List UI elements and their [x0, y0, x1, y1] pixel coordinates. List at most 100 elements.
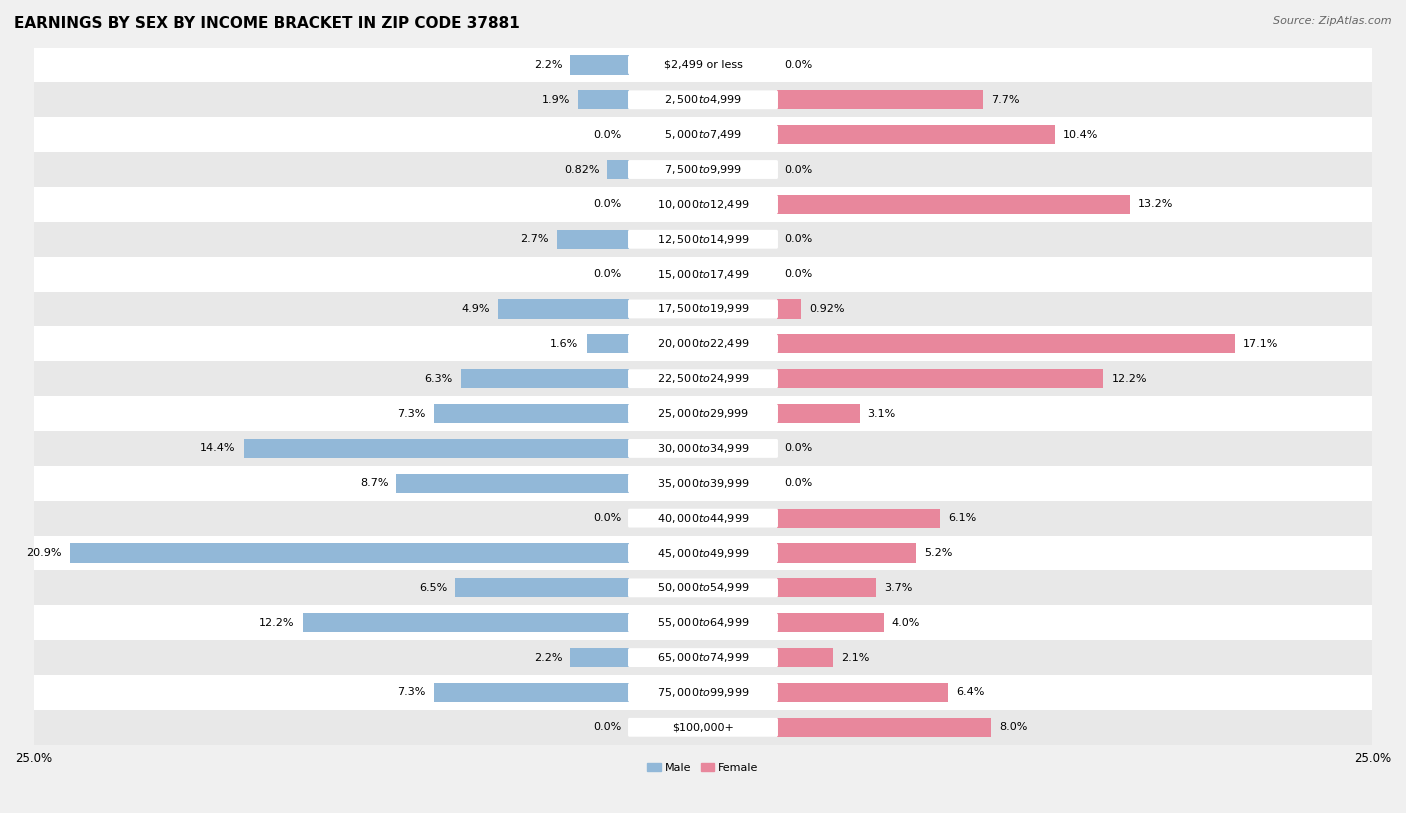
- Text: EARNINGS BY SEX BY INCOME BRACKET IN ZIP CODE 37881: EARNINGS BY SEX BY INCOME BRACKET IN ZIP…: [14, 16, 520, 31]
- Text: 4.9%: 4.9%: [461, 304, 491, 314]
- FancyBboxPatch shape: [628, 439, 778, 458]
- Bar: [34, 152, 1372, 187]
- Text: $35,000 to $39,999: $35,000 to $39,999: [657, 476, 749, 489]
- Text: 8.0%: 8.0%: [998, 722, 1028, 733]
- Bar: [776, 509, 941, 528]
- Text: 0.92%: 0.92%: [810, 304, 845, 314]
- Bar: [607, 160, 630, 179]
- Text: 2.2%: 2.2%: [534, 60, 562, 70]
- FancyBboxPatch shape: [628, 265, 778, 284]
- FancyBboxPatch shape: [628, 648, 778, 667]
- Text: $15,000 to $17,499: $15,000 to $17,499: [657, 267, 749, 280]
- FancyBboxPatch shape: [628, 299, 778, 319]
- Bar: [34, 501, 1372, 536]
- Bar: [34, 571, 1372, 606]
- Text: 7.7%: 7.7%: [991, 95, 1019, 105]
- Text: 0.0%: 0.0%: [593, 199, 621, 210]
- Bar: [776, 578, 876, 598]
- Bar: [586, 334, 630, 354]
- Bar: [34, 710, 1372, 745]
- Bar: [776, 334, 1234, 354]
- Text: $65,000 to $74,999: $65,000 to $74,999: [657, 651, 749, 664]
- Text: $10,000 to $12,499: $10,000 to $12,499: [657, 198, 749, 211]
- Text: 20.9%: 20.9%: [27, 548, 62, 558]
- Bar: [34, 292, 1372, 326]
- Bar: [776, 718, 991, 737]
- Text: $50,000 to $54,999: $50,000 to $54,999: [657, 581, 749, 594]
- Bar: [70, 543, 630, 563]
- Text: $45,000 to $49,999: $45,000 to $49,999: [657, 546, 749, 559]
- Text: 0.0%: 0.0%: [785, 269, 813, 279]
- FancyBboxPatch shape: [628, 55, 778, 74]
- Text: 5.2%: 5.2%: [924, 548, 952, 558]
- Text: 6.1%: 6.1%: [948, 513, 976, 523]
- Text: 10.4%: 10.4%: [1063, 129, 1098, 140]
- Bar: [34, 47, 1372, 82]
- FancyBboxPatch shape: [628, 509, 778, 528]
- Bar: [776, 613, 884, 633]
- Text: 17.1%: 17.1%: [1243, 339, 1278, 349]
- Text: 1.9%: 1.9%: [543, 95, 571, 105]
- Text: 2.7%: 2.7%: [520, 234, 548, 244]
- Text: 0.0%: 0.0%: [785, 234, 813, 244]
- Legend: Male, Female: Male, Female: [643, 759, 763, 777]
- Text: 12.2%: 12.2%: [259, 618, 295, 628]
- Text: 1.6%: 1.6%: [550, 339, 578, 349]
- Bar: [34, 222, 1372, 257]
- FancyBboxPatch shape: [628, 334, 778, 354]
- Text: $7,500 to $9,999: $7,500 to $9,999: [664, 163, 742, 176]
- Text: 7.3%: 7.3%: [398, 688, 426, 698]
- Text: $40,000 to $44,999: $40,000 to $44,999: [657, 511, 749, 524]
- FancyBboxPatch shape: [628, 683, 778, 702]
- Text: $30,000 to $34,999: $30,000 to $34,999: [657, 442, 749, 455]
- Text: $20,000 to $22,499: $20,000 to $22,499: [657, 337, 749, 350]
- Bar: [776, 369, 1104, 389]
- Text: 0.0%: 0.0%: [785, 164, 813, 175]
- Text: 0.0%: 0.0%: [593, 513, 621, 523]
- Bar: [434, 683, 630, 702]
- FancyBboxPatch shape: [628, 195, 778, 214]
- Text: 6.5%: 6.5%: [419, 583, 447, 593]
- Text: $55,000 to $64,999: $55,000 to $64,999: [657, 616, 749, 629]
- Bar: [571, 55, 630, 75]
- Bar: [34, 117, 1372, 152]
- FancyBboxPatch shape: [628, 578, 778, 598]
- FancyBboxPatch shape: [628, 230, 778, 249]
- Text: 2.2%: 2.2%: [534, 653, 562, 663]
- Text: $5,000 to $7,499: $5,000 to $7,499: [664, 128, 742, 141]
- Text: 7.3%: 7.3%: [398, 409, 426, 419]
- Text: $2,499 or less: $2,499 or less: [664, 60, 742, 70]
- Bar: [34, 326, 1372, 361]
- Bar: [34, 431, 1372, 466]
- Bar: [571, 648, 630, 667]
- Bar: [456, 578, 630, 598]
- Bar: [243, 439, 630, 458]
- Text: $75,000 to $99,999: $75,000 to $99,999: [657, 686, 749, 699]
- Bar: [34, 82, 1372, 117]
- Text: $2,500 to $4,999: $2,500 to $4,999: [664, 93, 742, 107]
- Text: 0.0%: 0.0%: [785, 60, 813, 70]
- Bar: [34, 396, 1372, 431]
- Bar: [34, 466, 1372, 501]
- FancyBboxPatch shape: [628, 125, 778, 144]
- Text: 3.7%: 3.7%: [884, 583, 912, 593]
- Bar: [34, 187, 1372, 222]
- Bar: [302, 613, 630, 633]
- Bar: [557, 229, 630, 249]
- Text: 0.0%: 0.0%: [593, 722, 621, 733]
- Text: 0.0%: 0.0%: [785, 478, 813, 489]
- Text: 0.0%: 0.0%: [593, 269, 621, 279]
- Bar: [461, 369, 630, 389]
- Text: $17,500 to $19,999: $17,500 to $19,999: [657, 302, 749, 315]
- Bar: [776, 683, 948, 702]
- Bar: [34, 536, 1372, 571]
- Bar: [776, 90, 983, 110]
- Text: 12.2%: 12.2%: [1111, 374, 1147, 384]
- Bar: [396, 474, 630, 493]
- FancyBboxPatch shape: [628, 160, 778, 179]
- Text: $12,500 to $14,999: $12,500 to $14,999: [657, 233, 749, 246]
- FancyBboxPatch shape: [628, 544, 778, 563]
- Bar: [776, 543, 915, 563]
- Text: 3.1%: 3.1%: [868, 409, 896, 419]
- Text: 6.3%: 6.3%: [425, 374, 453, 384]
